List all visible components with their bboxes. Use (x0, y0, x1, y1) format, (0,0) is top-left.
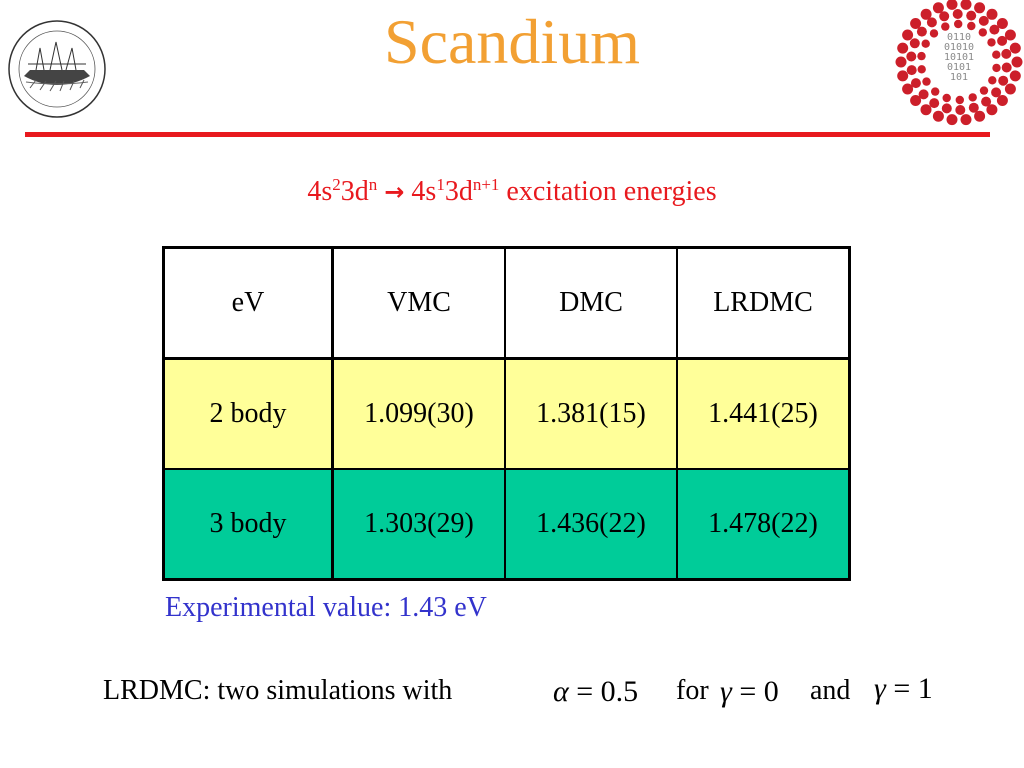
alpha-symbol: α (553, 675, 569, 708)
table-cell: 1.441(25) (676, 357, 851, 470)
table-header-row: eV VMC DMC LRDMC (162, 246, 851, 360)
and-text: and (810, 675, 851, 706)
table-cell: 3 body (162, 468, 334, 581)
table-header-cell: VMC (331, 246, 506, 360)
subtitle-part: 3d (340, 176, 369, 207)
lrdmc-note-prefix: LRDMC: two simulations with (103, 675, 453, 706)
subtitle-sup: n+1 (472, 175, 500, 194)
subtitle-sup: n (368, 175, 378, 194)
svg-text:101: 101 (950, 72, 968, 83)
gamma-equation-one: γ = 1 (874, 672, 933, 706)
table-cell: 1.478(22) (676, 468, 851, 581)
gamma-equation-zero: γ = 0 (720, 675, 779, 709)
subtitle-part: excitation energies (499, 176, 717, 207)
table-cell: 1.303(29) (331, 468, 506, 581)
experimental-value: Experimental value: 1.43 eV (165, 592, 487, 623)
table-cell: 1.436(22) (504, 468, 678, 581)
subtitle-part: 3d (444, 176, 473, 207)
gamma-symbol: γ (720, 675, 732, 708)
excitation-energies-table: eV VMC DMC LRDMC 2 body 1.099(30) 1.381(… (162, 246, 851, 581)
table-row: 3 body 1.303(29) 1.436(22) 1.478(22) (162, 468, 851, 581)
subtitle-sup: 1 (436, 175, 445, 194)
svg-text:0110: 0110 (947, 32, 971, 43)
sissa-ship-seal-icon (8, 20, 106, 118)
equals-sign: = (576, 675, 594, 708)
svg-text:01010: 01010 (944, 42, 974, 53)
svg-text:0101: 0101 (947, 62, 971, 73)
subtitle-sup: 2 (332, 175, 341, 194)
gamma-symbol: γ (874, 672, 886, 705)
gamma-value: 1 (917, 672, 933, 705)
equals-sign: = (739, 675, 757, 708)
svg-text:10101: 10101 (944, 52, 974, 63)
right-arrow-icon: → (384, 178, 405, 206)
table-header-cell: DMC (504, 246, 678, 360)
table-header-cell: LRDMC (676, 246, 851, 360)
subtitle-part: 4s (307, 176, 333, 207)
for-text: for (676, 675, 709, 706)
alpha-equation: α = 0.5 (553, 675, 638, 709)
slide-title: Scandium (384, 6, 640, 77)
equals-sign: = (893, 672, 911, 705)
table-cell: 2 body (162, 357, 334, 470)
title-divider (25, 132, 990, 137)
table-cell: 1.381(15) (504, 357, 678, 470)
table-row: 2 body 1.099(30) 1.381(15) 1.441(25) (162, 357, 851, 470)
slide-subtitle: 4s23dn → 4s13dn+1 excitation energies (0, 176, 1024, 208)
alpha-value: 0.5 (600, 675, 639, 708)
subtitle-part: 4s (411, 176, 437, 207)
table-header-cell: eV (162, 246, 334, 360)
table-cell: 1.099(30) (331, 357, 506, 470)
gamma-value: 0 (763, 675, 779, 708)
